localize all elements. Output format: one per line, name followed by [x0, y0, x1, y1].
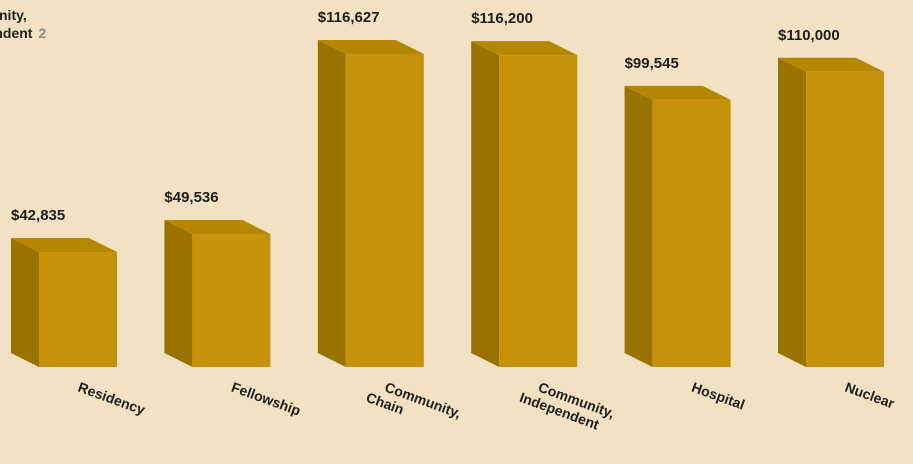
value-label-4: $116,200 — [471, 10, 533, 27]
bar-side-5 — [624, 85, 653, 368]
category-label-1: Residency — [76, 379, 147, 418]
category-label-5: Hospital — [690, 379, 747, 413]
bar-2 — [192, 234, 271, 367]
legend-fragment-number: 2 — [38, 25, 47, 41]
bar-top-3 — [317, 40, 424, 54]
value-label-6: $110,000 — [778, 27, 840, 44]
legend-fragment-line1: munity, — [0, 7, 27, 23]
bar-1 — [39, 252, 117, 367]
category-label-3: Community,Chain — [364, 374, 463, 436]
bar-top-2 — [164, 220, 271, 235]
bar-5 — [652, 99, 731, 368]
bar-3 — [345, 54, 424, 367]
category-label-line: Residency — [76, 379, 147, 418]
legend-fragment: munity, pendent 2 — [0, 6, 46, 42]
bar-4 — [499, 55, 578, 368]
category-label-line: Nuclear — [843, 379, 897, 412]
bar-side-4 — [471, 41, 500, 368]
legend-fragment-text: pendent — [0, 25, 33, 41]
value-label-5: $99,545 — [625, 55, 679, 72]
value-label-2: $49,536 — [164, 189, 218, 206]
category-label-4: Community,Independent — [518, 374, 617, 436]
bar-side-6 — [778, 57, 806, 367]
bar-side-3 — [317, 40, 346, 367]
category-label-2: Fellowship — [229, 379, 302, 419]
bar-top-5 — [624, 85, 731, 100]
category-label-line: Hospital — [690, 379, 747, 413]
legend-fragment-line2: pendent 2 — [0, 24, 46, 42]
value-label-1: $42,835 — [11, 207, 65, 224]
value-label-3: $116,627 — [318, 9, 380, 26]
category-label-6: Nuclear — [843, 379, 897, 412]
bar-top-4 — [471, 41, 578, 56]
bar-side-1 — [11, 238, 39, 367]
bar-6 — [806, 71, 884, 367]
bar-top-1 — [11, 238, 117, 253]
bar-side-2 — [164, 220, 193, 367]
bar-top-6 — [778, 57, 884, 72]
category-label-line: Fellowship — [229, 379, 302, 419]
